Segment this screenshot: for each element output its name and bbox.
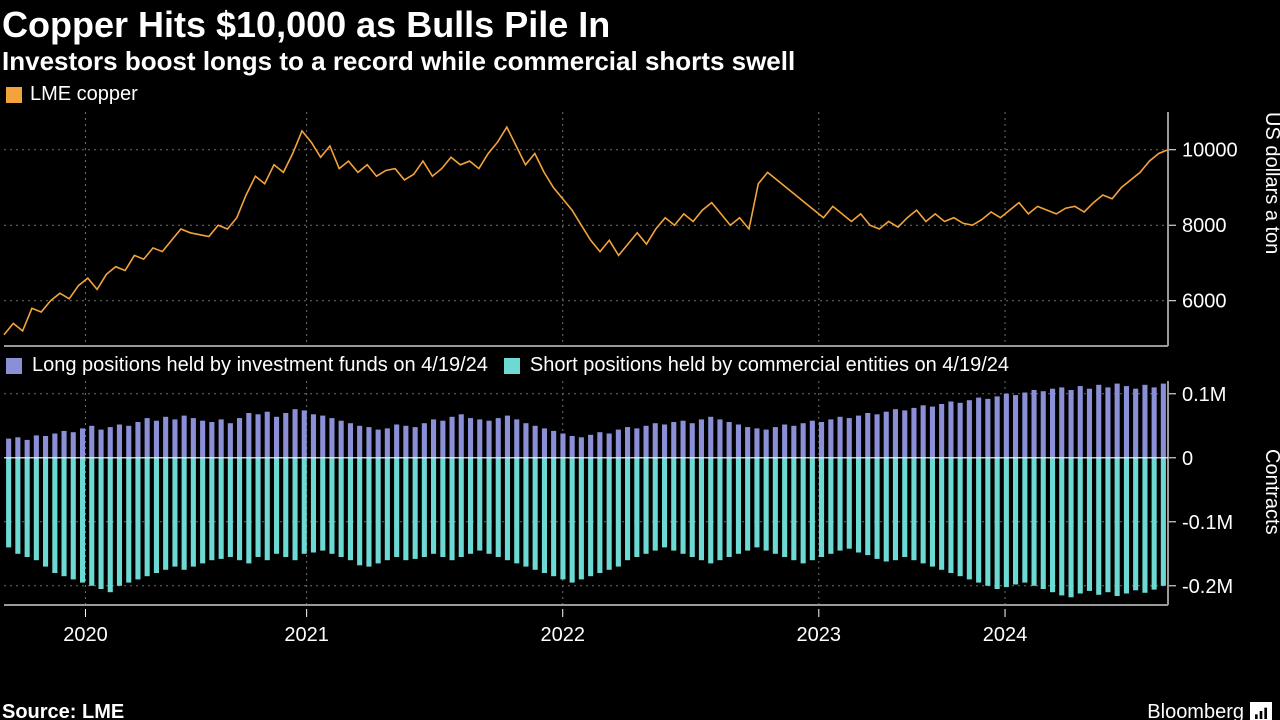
brand: Bloomberg [1147, 701, 1272, 720]
svg-text:2020: 2020 [63, 624, 108, 646]
brand-icon [1250, 702, 1272, 720]
chart-subtitle: Investors boost longs to a record while … [2, 46, 1280, 77]
svg-text:-0.1M: -0.1M [1182, 512, 1233, 534]
svg-text:Contracts: Contracts [1261, 449, 1280, 535]
brand-label: Bloomberg [1147, 701, 1244, 720]
top-chart: 6000 8000 10000 US dollars a ton [0, 106, 1280, 352]
short-legend-label: Short positions held by commercial entit… [530, 354, 1009, 377]
svg-text:2021: 2021 [284, 624, 329, 646]
short-legend-swatch [504, 358, 520, 374]
svg-text:8000: 8000 [1182, 215, 1227, 237]
bottom-legend: Long positions held by investment funds … [6, 354, 1280, 377]
long-legend-swatch [6, 358, 22, 374]
svg-text:0: 0 [1182, 448, 1193, 470]
top-legend-swatch [6, 87, 22, 103]
svg-text:2024: 2024 [983, 624, 1028, 646]
svg-text:US dollars a ton: US dollars a ton [1261, 112, 1280, 254]
top-legend: LME copper [6, 83, 1280, 106]
svg-text:6000: 6000 [1182, 291, 1227, 313]
x-axis: 2020 2021 2022 2023 2024 [0, 609, 1280, 655]
svg-text:2023: 2023 [797, 624, 842, 646]
svg-text:-0.2M: -0.2M [1182, 576, 1233, 598]
bottom-chart: -0.2M -0.1M 0 0.1M Contracts [0, 377, 1280, 609]
svg-text:10000: 10000 [1182, 140, 1238, 162]
svg-text:2022: 2022 [540, 624, 585, 646]
long-legend-label: Long positions held by investment funds … [32, 354, 488, 377]
source-label: Source: LME [2, 701, 124, 720]
top-legend-label: LME copper [30, 83, 138, 106]
chart-title: Copper Hits $10,000 as Bulls Pile In [2, 4, 1280, 46]
svg-text:0.1M: 0.1M [1182, 384, 1226, 406]
